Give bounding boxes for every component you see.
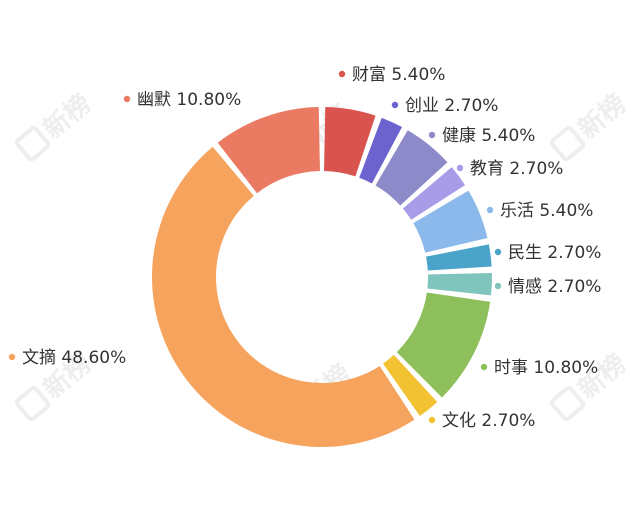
watermark-mark: 新榜 [14, 88, 97, 162]
slice-label: 乐活 5.40% [500, 201, 593, 221]
donut-slice-6 [426, 244, 492, 271]
watermark-text: 新榜 [37, 88, 97, 145]
label-dot [456, 164, 464, 172]
donut-slice-7 [427, 273, 492, 296]
label-dot [494, 282, 502, 290]
slice-label: 时事 10.80% [494, 358, 598, 378]
slice-label: 情感 2.70% [508, 277, 601, 297]
label-dot [486, 206, 494, 214]
donut-slice-11 [217, 107, 320, 194]
donut-slice-9 [383, 354, 438, 416]
label-dot [428, 131, 436, 139]
watermark-text: 新榜 [572, 88, 632, 145]
slice-label: 创业 2.70% [405, 96, 498, 116]
donut-slices [151, 107, 492, 448]
watermark-mark: 新榜 [549, 88, 632, 162]
slice-label: 文摘 48.60% [22, 348, 126, 368]
donut-slice-3 [375, 130, 448, 206]
slice-label: 财富 5.40% [352, 65, 445, 85]
label-dot [8, 353, 16, 361]
slice-label: 教育 2.70% [470, 159, 563, 179]
label-dot [123, 95, 131, 103]
label-dot [494, 248, 502, 256]
slice-labels: 财富 5.40% 创业 2.70% 健康 5.40% 教育 2.70% 乐活 5.40%… [8, 65, 601, 431]
donut-slice-8 [396, 292, 491, 398]
donut-slice-4 [402, 167, 466, 220]
donut-slice-1 [324, 107, 376, 177]
label-dot [338, 70, 346, 78]
slice-label: 健康 5.40% [442, 126, 535, 146]
slice-label: 幽默 10.80% [137, 90, 241, 110]
label-dot [480, 363, 488, 371]
donut-slice-2 [359, 117, 403, 184]
donut-slice-10 [151, 146, 415, 448]
label-dot [391, 101, 399, 109]
label-dot [428, 416, 436, 424]
slice-label: 民生 2.70% [508, 243, 601, 263]
slice-label: 文化 2.70% [442, 411, 535, 431]
donut-slice-5 [413, 190, 488, 253]
